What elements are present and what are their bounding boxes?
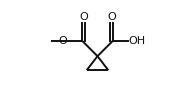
Text: O: O [79,12,88,22]
Text: OH: OH [128,36,145,46]
Text: O: O [107,12,116,22]
Text: O: O [58,36,67,46]
